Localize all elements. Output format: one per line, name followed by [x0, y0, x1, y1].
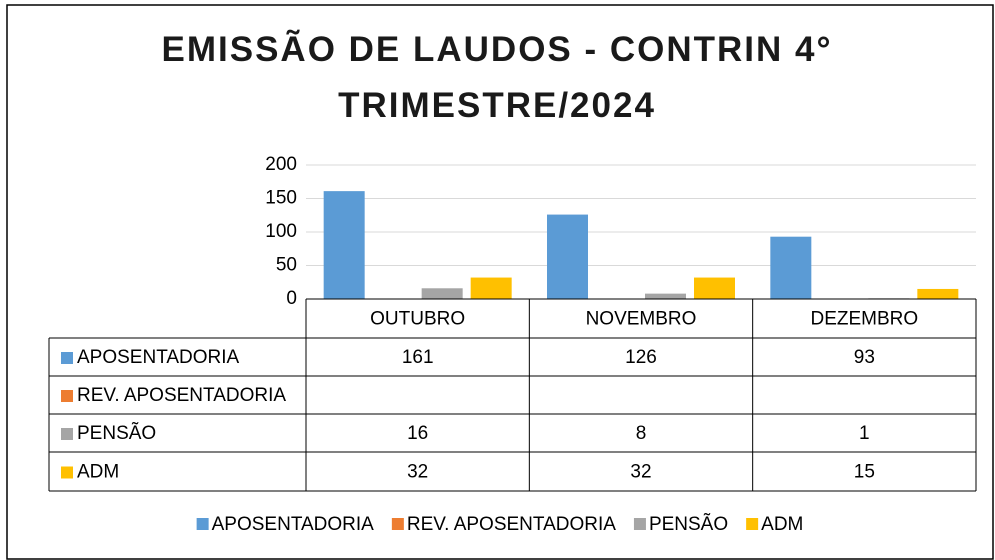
- x-tick-label: OUTUBRO: [370, 309, 465, 330]
- table-legend-key: [61, 428, 73, 440]
- table-value: 1: [859, 423, 870, 444]
- y-tick-label: 50: [276, 255, 297, 276]
- legend-key: [633, 518, 646, 530]
- table-row-label: PENSÃO: [77, 422, 156, 444]
- legend-label: APOSENTADORIA: [212, 514, 375, 535]
- bar: [323, 191, 365, 299]
- legend-key: [391, 518, 404, 530]
- table-value: 32: [407, 462, 428, 483]
- legend-label: REV. APOSENTADORIA: [407, 514, 616, 535]
- bar: [917, 288, 959, 299]
- table-row-label: ADM: [77, 462, 119, 483]
- table-value: 32: [630, 462, 651, 483]
- bar: [770, 236, 812, 299]
- y-tick-label: 150: [265, 188, 297, 209]
- table-row-label: APOSENTADORIA: [77, 347, 240, 368]
- table-value: 161: [402, 347, 434, 368]
- table-value: 16: [407, 423, 428, 444]
- x-tick-label: DEZEMBRO: [810, 309, 918, 330]
- bar: [421, 288, 463, 299]
- x-tick-label: NOVEMBRO: [586, 309, 697, 330]
- table-legend-key: [61, 352, 73, 364]
- bar: [547, 214, 588, 299]
- chart-title: EMISSÃO DE LAUDOS - CONTRIN 4° TRIMESTRE/…: [162, 30, 833, 125]
- table-legend-key: [61, 466, 73, 479]
- y-tick-label: 100: [265, 221, 297, 242]
- legend-label: PENSÃO: [649, 513, 728, 535]
- legend-key: [746, 518, 759, 530]
- legend-label: ADM: [761, 514, 803, 535]
- table-value: 15: [854, 462, 875, 483]
- y-tick-label: 0: [286, 288, 297, 309]
- bar: [645, 293, 686, 299]
- table-value: 93: [854, 347, 875, 368]
- legend-key: [196, 518, 209, 530]
- legend: APOSENTADORIA REV. APOSENTADORIA PENSÃO ADM: [196, 513, 803, 535]
- table-value: 126: [625, 347, 657, 368]
- y-tick-label: 200: [265, 154, 297, 175]
- table-value: 8: [636, 423, 647, 444]
- bar: [470, 277, 512, 299]
- bar: [694, 277, 735, 299]
- table-row-label: REV. APOSENTADORIA: [77, 385, 286, 406]
- table-legend-key: [61, 390, 73, 402]
